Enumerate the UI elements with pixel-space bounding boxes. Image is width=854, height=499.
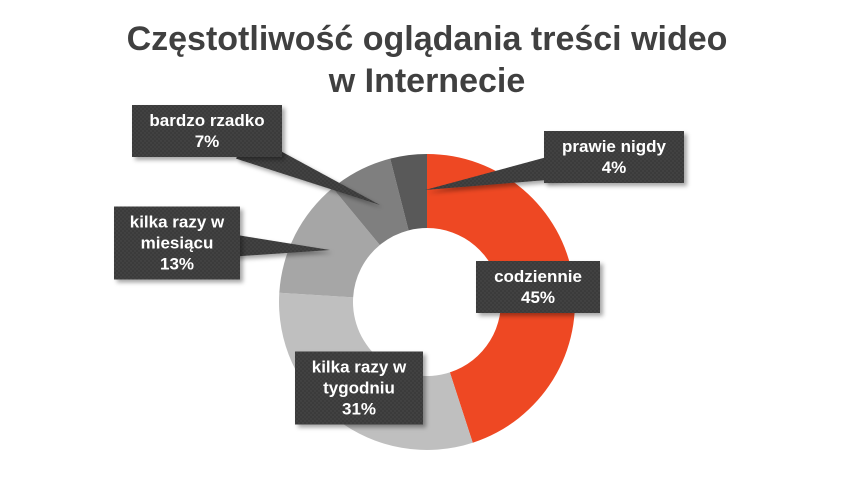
data-label-3: bardzo rzadko 7% xyxy=(132,105,380,205)
data-label-text-1: kilka razy w xyxy=(312,358,407,377)
donut-slice-2 xyxy=(279,187,380,298)
data-label-2: kilka razy w miesiącu 13% xyxy=(114,206,330,280)
data-label-value-0: 45% xyxy=(521,288,555,307)
chart-title: Częstotliwość oglądania treści wideo w I… xyxy=(0,18,854,102)
data-label-value-3: 7% xyxy=(195,132,220,151)
data-label-0: codziennie 45% xyxy=(476,261,600,313)
data-label-value-1: 31% xyxy=(342,400,376,419)
data-label-text-4: prawie nigdy xyxy=(562,137,666,156)
chart-title-line-2: w Internecie xyxy=(328,62,526,100)
data-label-text-1: tygodniu xyxy=(323,379,395,398)
data-label-text-3: bardzo rzadko xyxy=(149,111,264,130)
data-label-value-4: 4% xyxy=(602,158,627,177)
callout-pointer-4 xyxy=(425,149,579,190)
data-label-text-0: codziennie xyxy=(494,267,582,286)
data-label-1: kilka razy w tygodniu 31% xyxy=(295,351,423,425)
callout-box-4 xyxy=(544,131,684,183)
data-label-4: prawie nigdy 4% xyxy=(425,131,684,190)
data-label-text-2: kilka razy w xyxy=(130,213,225,232)
data-label-value-2: 13% xyxy=(160,255,194,274)
data-label-text-2: miesiącu xyxy=(141,234,214,253)
callout-box-2 xyxy=(114,206,240,280)
callout-box-3 xyxy=(132,105,282,157)
callout-box-0 xyxy=(476,261,600,313)
callout-box-1 xyxy=(295,351,423,425)
chart-title-line-1: Częstotliwość oglądania treści wideo xyxy=(126,20,728,58)
donut-slice-4 xyxy=(390,154,427,231)
